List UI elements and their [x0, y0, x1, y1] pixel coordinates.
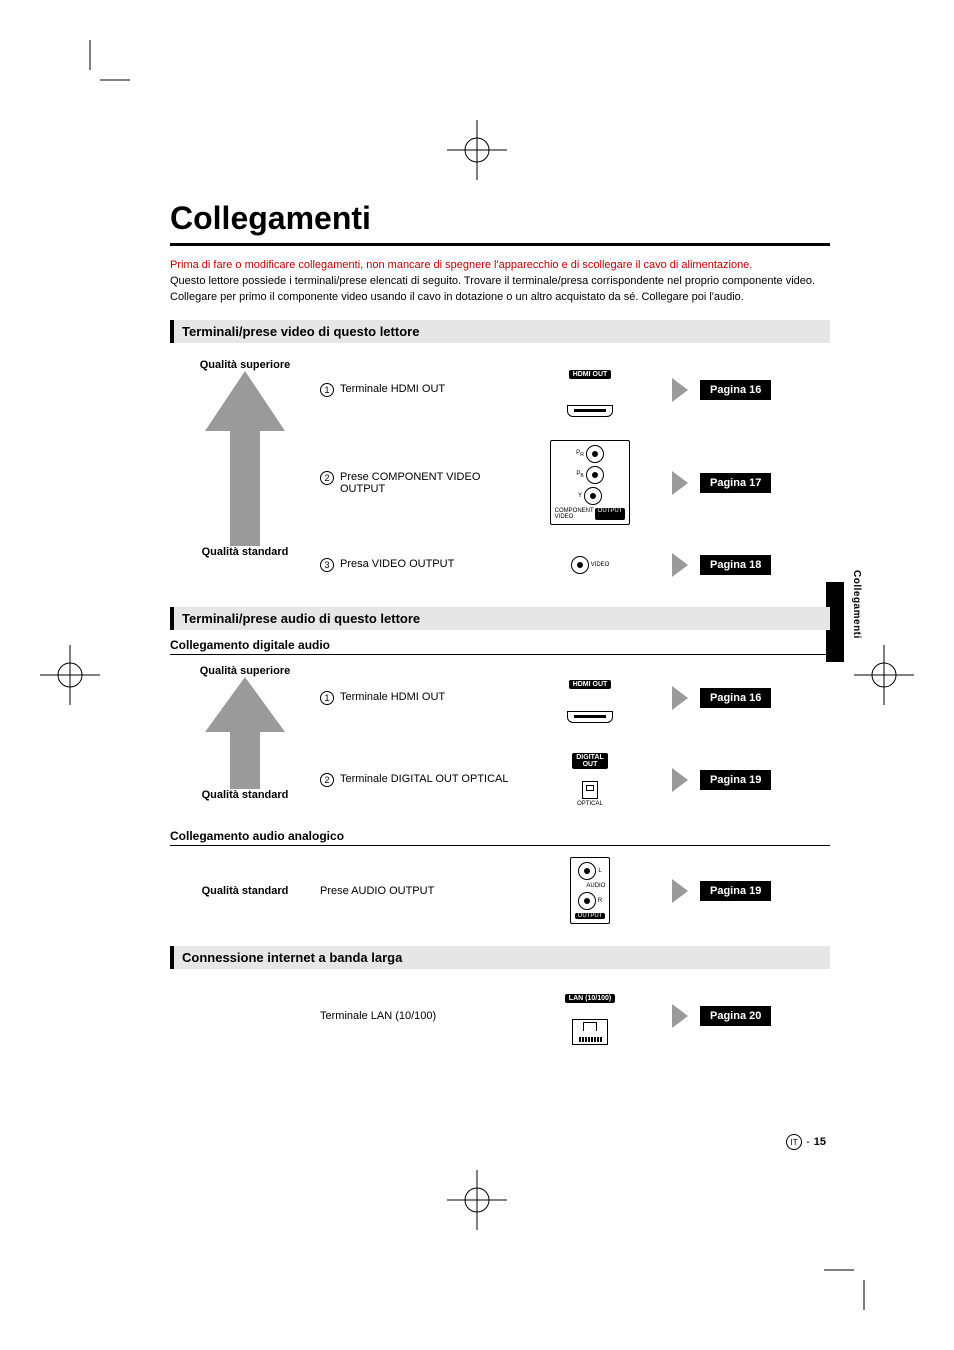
arrow-icon	[672, 378, 688, 402]
section-heading-internet: Connessione internet a banda larga	[170, 946, 830, 969]
video-row-hdmi: 1 Terminale HDMI OUT HDMI OUT Pagina 16	[170, 351, 830, 429]
audio-row-analog: Qualità standard Prese AUDIO OUTPUT L AU…	[170, 850, 830, 932]
footer-page-number: 15	[814, 1136, 826, 1148]
video-row-component: 2 Prese COMPONENT VIDEO OUTPUT PR PB Y C…	[170, 429, 830, 537]
page-badge: Pagina 20	[700, 1006, 771, 1026]
port-label: HDMI OUT	[569, 370, 612, 379]
crop-target-left	[30, 635, 110, 715]
lan-port-icon	[572, 1019, 608, 1045]
terminal-label: Terminale DIGITAL OUT OPTICAL	[340, 773, 509, 785]
rule	[170, 845, 830, 846]
port-audio-lr: L AUDIO R OUTPUT	[520, 857, 660, 924]
intro-body: Questo lettore possiede i terminali/pres…	[170, 275, 815, 303]
crop-mark-top	[50, 40, 130, 120]
arrow-icon	[672, 879, 688, 903]
terminal-label: Terminale HDMI OUT	[340, 383, 445, 395]
page-title: Collegamenti	[170, 200, 830, 237]
video-group: Qualità superiore Qualità standard 1 Ter…	[170, 351, 830, 593]
page-badge: Pagina 19	[700, 881, 771, 901]
circled-number: 2	[320, 773, 334, 787]
circled-number: 1	[320, 691, 334, 705]
circled-number: 2	[320, 471, 334, 485]
footer-sep: -	[806, 1136, 810, 1148]
content: Collegamenti Prima di fare o modificare …	[170, 200, 830, 1055]
circled-number: 3	[320, 558, 334, 572]
crop-target-bottom	[437, 1160, 517, 1240]
port-lan: LAN (10/100)	[520, 987, 660, 1045]
intro-warning: Prima di fare o modificare collegamenti,…	[170, 259, 752, 271]
terminal-label: Presa VIDEO OUTPUT	[340, 558, 454, 570]
arrow-icon	[672, 1004, 688, 1028]
sub-heading-analog: Collegamento audio analogico	[170, 829, 830, 843]
footer: IT - 15	[786, 1134, 826, 1150]
port-component: PR PB Y COMPONENTVIDEOOUTPUT	[520, 440, 660, 525]
page-badge: Pagina 18	[700, 555, 771, 575]
internet-row-lan: Terminale LAN (10/100) LAN (10/100) Pagi…	[170, 977, 830, 1055]
port-hdmi: HDMI OUT	[520, 673, 660, 723]
port-hdmi: HDMI OUT	[520, 363, 660, 417]
title-rule	[170, 243, 830, 246]
audio-digital-group: Qualità superiore Qualità standard 1 Ter…	[170, 659, 830, 823]
terminal-label: Terminale LAN (10/100)	[320, 1010, 436, 1022]
section-heading-audio: Terminali/prese audio di questo lettore	[170, 607, 830, 630]
crop-target-right	[844, 635, 924, 715]
page-badge: Pagina 19	[700, 770, 771, 790]
sidebar-label: Collegamenti	[851, 570, 862, 639]
port-sub-label: OPTICAL	[572, 801, 607, 807]
crop-mark-bottom	[824, 1230, 904, 1310]
video-row-composite: 3 Presa VIDEO OUTPUT VIDEO Pagina 18	[170, 537, 830, 593]
port-label: DIGITALOUT	[572, 753, 607, 769]
port-label: HDMI OUT	[569, 680, 612, 689]
audio-row-optical: 2 Terminale DIGITAL OUT OPTICAL DIGITALO…	[170, 737, 830, 823]
crop-target-top	[437, 110, 517, 190]
port-label: LAN (10/100)	[565, 994, 615, 1003]
page: Collegamenti Collegamenti Prima di fare …	[0, 0, 954, 1350]
footer-lang: IT	[786, 1134, 802, 1150]
arrow-icon	[672, 471, 688, 495]
arrow-icon	[672, 768, 688, 792]
hdmi-slot-icon	[567, 405, 613, 417]
audio-row-hdmi: 1 Terminale HDMI OUT HDMI OUT Pagina 16	[170, 659, 830, 737]
quality-standard-label: Qualità standard	[170, 885, 320, 897]
terminal-label: Prese COMPONENT VIDEO OUTPUT	[340, 471, 520, 495]
section-heading-video: Terminali/prese video di questo lettore	[170, 320, 830, 343]
terminal-label: Terminale HDMI OUT	[340, 691, 445, 703]
page-badge: Pagina 16	[700, 380, 771, 400]
arrow-icon	[672, 553, 688, 577]
arrow-icon	[672, 686, 688, 710]
rule	[170, 654, 830, 655]
circled-number: 1	[320, 383, 334, 397]
intro-text: Prima di fare o modificare collegamenti,…	[170, 258, 830, 306]
hdmi-slot-icon	[567, 711, 613, 723]
optical-port-icon	[582, 781, 598, 799]
port-optical: DIGITALOUT OPTICAL	[520, 753, 660, 807]
port-composite: VIDEO	[520, 556, 660, 574]
sub-heading-digital: Collegamento digitale audio	[170, 638, 830, 652]
terminal-label: Prese AUDIO OUTPUT	[320, 885, 434, 897]
page-badge: Pagina 17	[700, 473, 771, 493]
page-badge: Pagina 16	[700, 688, 771, 708]
